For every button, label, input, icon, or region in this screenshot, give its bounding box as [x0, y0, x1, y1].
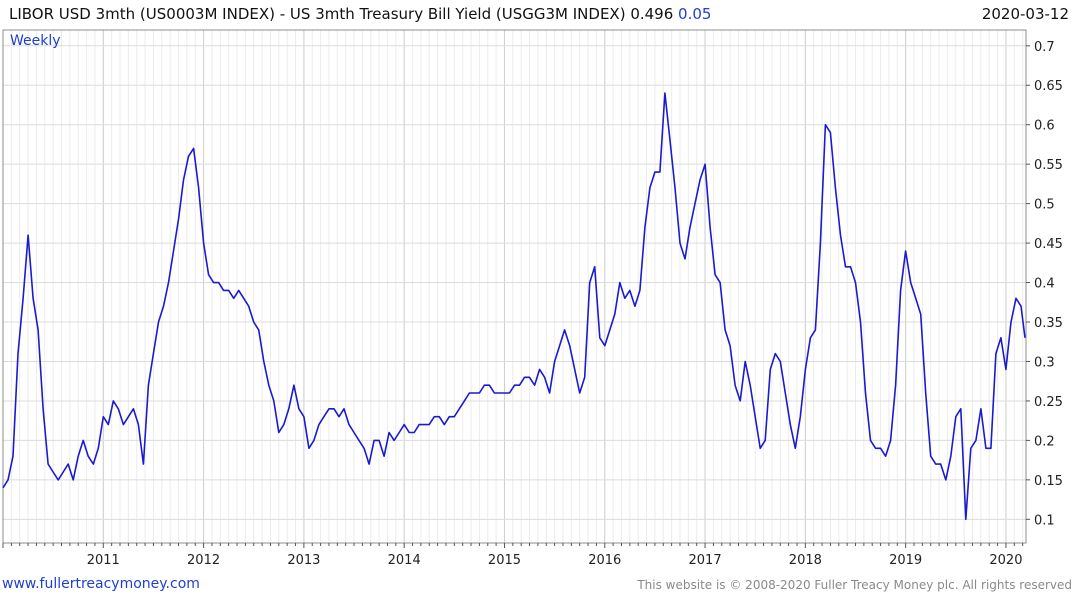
y-axis: 0.1 0.15 0.2 0.25 0.3 0.35 0.4 0.45 0.5 0.55 0.6 0.…: [1026, 40, 1063, 528]
change-value: 0.05: [678, 5, 712, 23]
y-tick-label: 0.7: [1034, 40, 1055, 55]
x-tick-label: 2018: [789, 553, 822, 568]
y-tick-label: 0.65: [1034, 79, 1063, 94]
y-tick-label: 0.55: [1034, 158, 1063, 173]
x-tick-label: 2019: [889, 553, 922, 568]
y-tick-label: 0.35: [1034, 316, 1063, 331]
y-tick-label: 0.5: [1034, 198, 1055, 213]
y-tick-label: 0.3: [1034, 355, 1055, 370]
title-text: LIBOR USD 3mth (US0003M INDEX) - US 3mth…: [9, 5, 674, 23]
period-label: Weekly: [10, 33, 61, 49]
x-tick-label: 2016: [588, 553, 621, 568]
line-chart: Weekly 0.10.150.20.250.30.350.40.450.50.…: [2, 29, 1063, 568]
plot-border: [2, 29, 1027, 544]
y-tick-label: 0.4: [1034, 277, 1055, 292]
x-tick-label: 2015: [488, 553, 521, 568]
website-link[interactable]: www.fullertreacymoney.com: [2, 576, 200, 592]
y-tick-label: 0.15: [1034, 474, 1063, 489]
copyright-notice: This website is © 2008-2020 Fuller Treac…: [637, 578, 1072, 592]
x-tick-label: 2014: [388, 553, 421, 568]
x-axis: 2011 2012 2013 2014 2015 2016 2017 2018 2019 2020: [2, 543, 1024, 568]
x-tick-label: 2011: [87, 553, 120, 568]
chart-header: LIBOR USD 3mth (US0003M INDEX) - US 3mth…: [0, 0, 1075, 30]
x-tick-label: 2020: [989, 553, 1022, 568]
y-tick-label: 0.25: [1034, 395, 1063, 410]
y-tick-label: 0.6: [1034, 119, 1055, 134]
x-tick-label: 2017: [689, 553, 722, 568]
y-tick-label: 0.45: [1034, 237, 1063, 252]
chart-title: LIBOR USD 3mth (US0003M INDEX) - US 3mth…: [9, 5, 711, 23]
series-line: [2, 92, 1026, 521]
x-tick-label: 2012: [187, 553, 220, 568]
y-tick-label: 0.2: [1034, 434, 1055, 449]
grid-lines: [3, 30, 1026, 543]
y-tick-label: 0.1: [1034, 513, 1055, 528]
x-tick-label: 2013: [287, 553, 320, 568]
chart-date: 2020-03-12: [981, 5, 1069, 23]
